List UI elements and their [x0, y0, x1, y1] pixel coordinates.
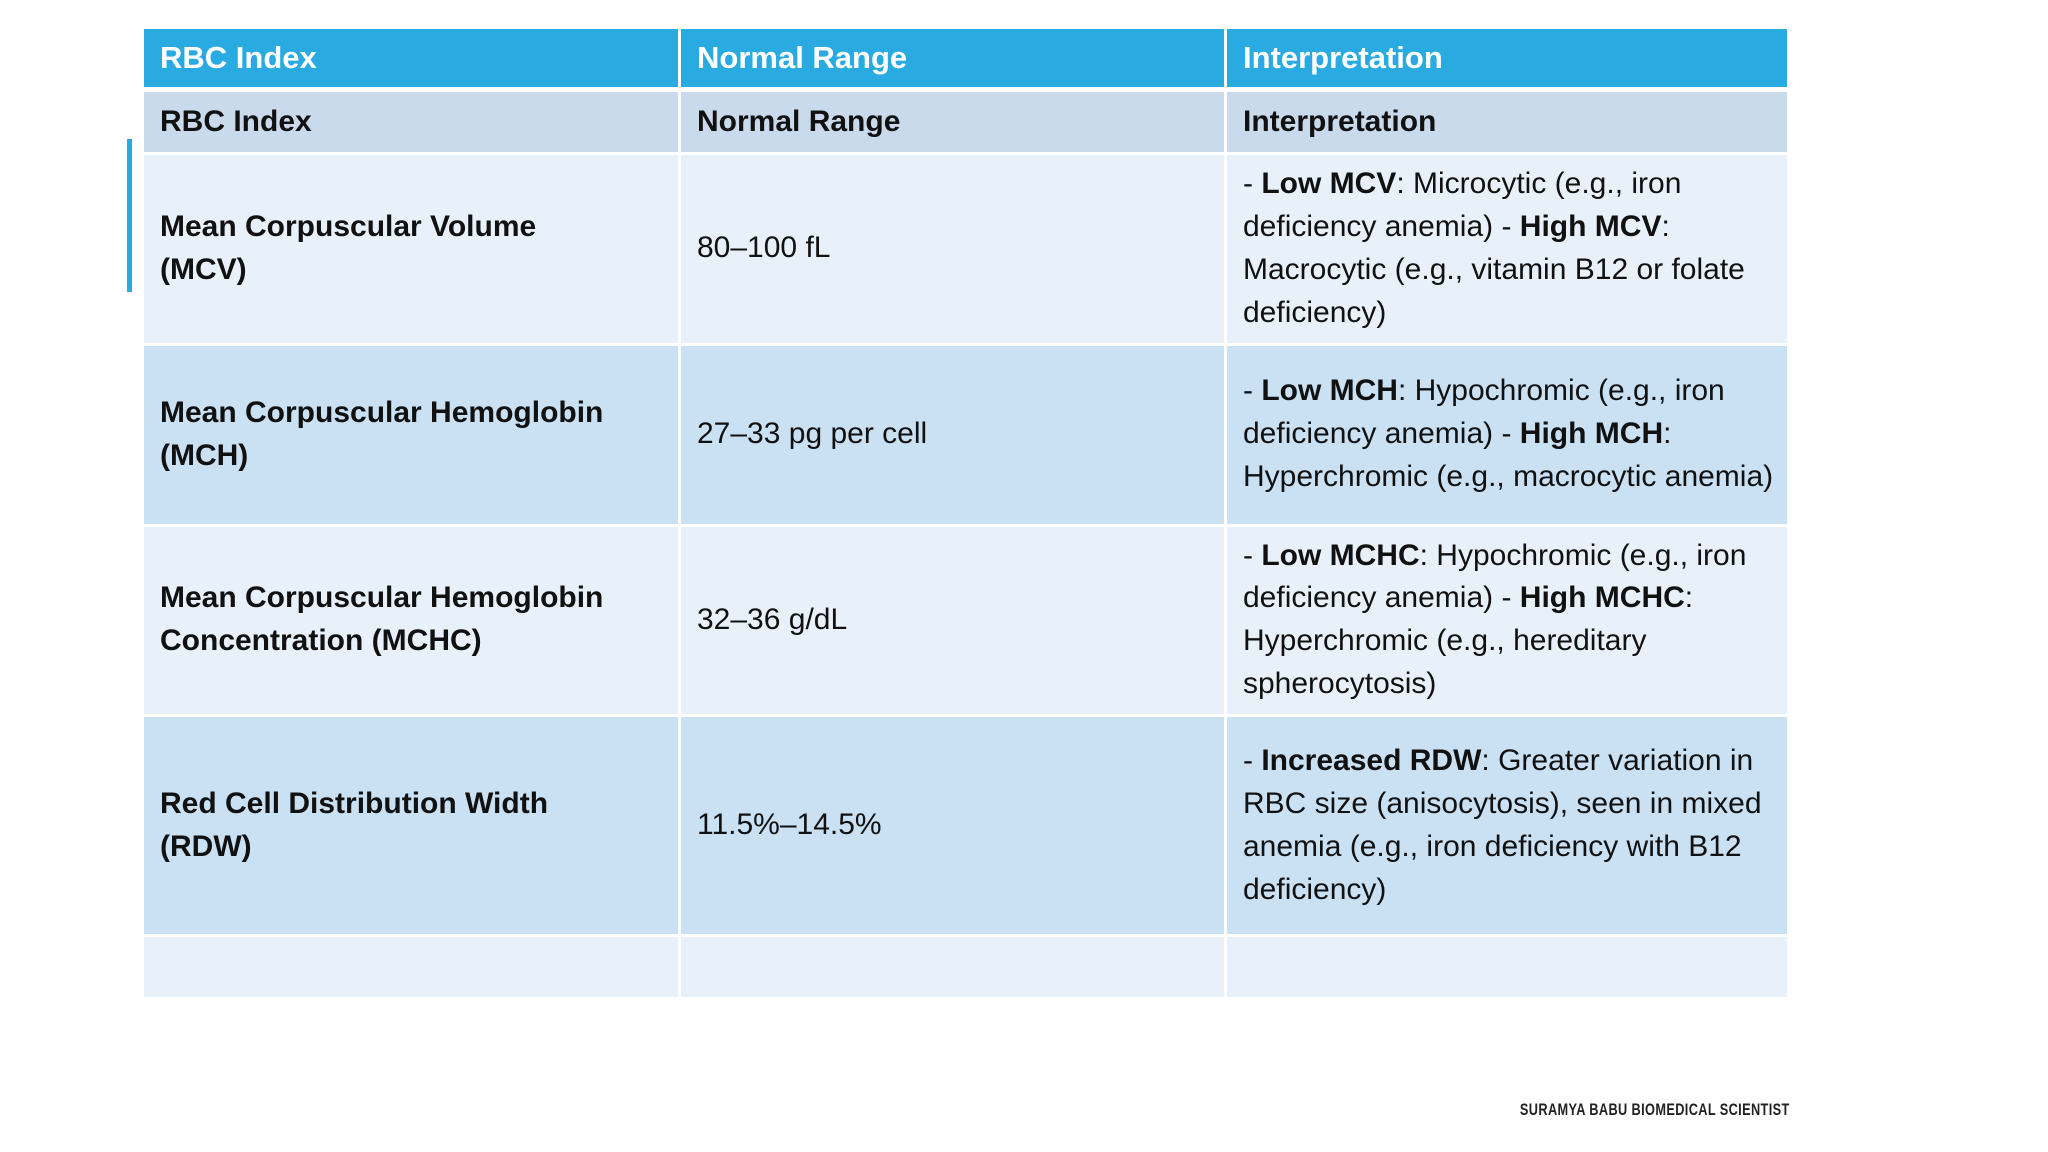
header-cell-rbc-index: RBC Index — [144, 29, 678, 87]
rbc-index-cell: Mean Corpuscular Hemoglobin (MCH) — [144, 345, 678, 524]
rbc-index-cell: Mean Corpuscular Volume (MCV) — [144, 155, 678, 343]
rbc-index-cell: Red Cell Distribution Width (RDW) — [144, 717, 678, 935]
header-cell-normal-range: Normal Range — [681, 29, 1224, 87]
rbc-index-cell: Mean Corpuscular Hemoglobin Concentratio… — [144, 526, 678, 715]
normal-range-cell: 27–33 pg per cell — [681, 345, 1224, 524]
subheader-cell-rbc-index: RBC Index — [144, 92, 678, 152]
rbc-indices-table: RBC Index Normal Range Interpretation RB… — [144, 29, 1787, 1000]
interpretation-cell — [1227, 937, 1787, 998]
header-label: Normal Range — [697, 39, 908, 75]
slide-accent-bar — [127, 139, 132, 292]
header-label: Interpretation — [1243, 39, 1443, 75]
table-body: Mean Corpuscular Volume (MCV) 80–100 fL - … — [144, 155, 1787, 998]
table-row: Mean Corpuscular Volume (MCV) 80–100 fL - … — [144, 155, 1787, 343]
normal-range-cell — [681, 937, 1224, 998]
subheader-cell-interpretation: Interpretation — [1227, 92, 1787, 152]
subheader-label: RBC Index — [160, 104, 312, 138]
interpretation-cell: - Increased RDW: Greater variation in RB… — [1227, 717, 1787, 935]
header-label: RBC Index — [160, 39, 317, 75]
table-row: Mean Corpuscular Hemoglobin (MCH) 27–33 p… — [144, 345, 1787, 524]
header-cell-interpretation: Interpretation — [1227, 29, 1787, 87]
subheader-cell-normal-range: Normal Range — [681, 92, 1224, 152]
table-header-row: RBC Index Normal Range Interpretation — [144, 29, 1787, 87]
normal-range-cell: 32–36 g/dL — [681, 526, 1224, 715]
author-credit: SURAMYA BABU BIOMEDICAL SCIENTIST — [1520, 1100, 1790, 1119]
normal-range-cell: 11.5%–14.5% — [681, 717, 1224, 935]
table-row: Mean Corpuscular Hemoglobin Concentratio… — [144, 526, 1787, 715]
subheader-label: Interpretation — [1243, 104, 1437, 138]
empty-table-row — [144, 937, 1787, 998]
rbc-index-cell — [144, 937, 678, 998]
table-subheader-row: RBC Index Normal Range Interpretation — [144, 92, 1787, 152]
normal-range-cell: 80–100 fL — [681, 155, 1224, 343]
subheader-label: Normal Range — [697, 104, 901, 138]
table-row: Red Cell Distribution Width (RDW) 11.5%–1… — [144, 717, 1787, 935]
interpretation-cell: - Low MCV: Microcytic (e.g., iron defici… — [1227, 155, 1787, 343]
interpretation-cell: - Low MCH: Hypochromic (e.g., iron defic… — [1227, 345, 1787, 524]
interpretation-cell: - Low MCHC: Hypochromic (e.g., iron defi… — [1227, 526, 1787, 715]
